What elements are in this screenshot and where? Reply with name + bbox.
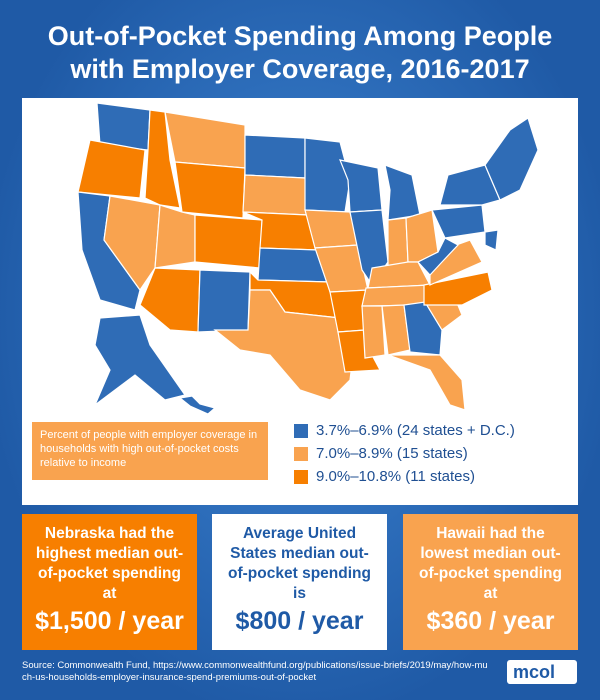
source: Source: Commonwealth Fund, https://www.c… xyxy=(22,660,488,683)
title-line: Out-of-Pocket Spending Among People xyxy=(47,21,553,51)
state-region xyxy=(178,395,217,415)
state-region xyxy=(93,314,186,407)
state-region xyxy=(387,354,466,411)
state-region xyxy=(484,229,499,251)
state-region xyxy=(304,209,359,249)
callout: Average United States median out-of-pock… xyxy=(212,514,387,650)
legend-swatch xyxy=(294,423,308,438)
map-panel: Percent of people with employer coverage… xyxy=(22,98,578,505)
legend-item: 3.7%–6.9% (24 states + D.C.) xyxy=(294,422,515,439)
state-region xyxy=(77,139,146,199)
callout-text: Average United States median out-of-pock… xyxy=(228,525,371,602)
state-region xyxy=(384,164,421,221)
state-region xyxy=(139,267,201,333)
state-region xyxy=(304,137,351,213)
state-region xyxy=(423,271,493,306)
state-region xyxy=(417,237,459,276)
title-line: with Employer Coverage, 2016-2017 xyxy=(70,54,530,84)
callout-text: Hawaii had the lowest median out-of-pock… xyxy=(419,525,562,602)
legend-label: 3.7%–6.9% (24 states + D.C.) xyxy=(316,422,515,439)
legend-item: 7.0%–8.9% (15 states) xyxy=(294,445,468,462)
state-region xyxy=(484,117,539,201)
callout-figure: $1,500 / year xyxy=(35,607,184,635)
callout: Nebraska had the highest median out-of-p… xyxy=(22,514,197,650)
state-region xyxy=(337,329,381,373)
state-region xyxy=(244,134,306,179)
state-region xyxy=(213,289,356,401)
legend-label: 9.0%–10.8% (11 states) xyxy=(316,468,475,485)
state-region xyxy=(361,305,386,359)
state-region xyxy=(367,261,431,289)
callout: Hawaii had the lowest median out-of-pock… xyxy=(403,514,578,650)
state-region xyxy=(144,109,181,209)
state-region xyxy=(194,214,263,269)
state-region xyxy=(103,195,161,292)
logo: mcol xyxy=(507,660,577,684)
state-region xyxy=(174,161,246,219)
legend-swatch xyxy=(294,469,308,484)
state-region xyxy=(387,217,409,269)
callout-figure: $800 / year xyxy=(235,607,364,635)
us-map xyxy=(77,102,539,415)
state-region xyxy=(164,111,246,169)
state-region xyxy=(154,204,196,269)
callout-text: Nebraska had the highest median out-of-p… xyxy=(35,525,184,602)
title: Out-of-Pocket Spending Among People with… xyxy=(0,20,600,86)
state-region xyxy=(197,269,251,333)
callout-figure: $360 / year xyxy=(426,607,555,635)
legend-swatch xyxy=(294,446,308,461)
legend-label: 7.0%–8.9% (15 states) xyxy=(316,445,468,462)
legend-description: Percent of people with employer coverage… xyxy=(32,422,268,480)
legend-item: 9.0%–10.8% (11 states) xyxy=(294,468,475,485)
state-region xyxy=(242,174,309,216)
state-region xyxy=(431,204,486,239)
